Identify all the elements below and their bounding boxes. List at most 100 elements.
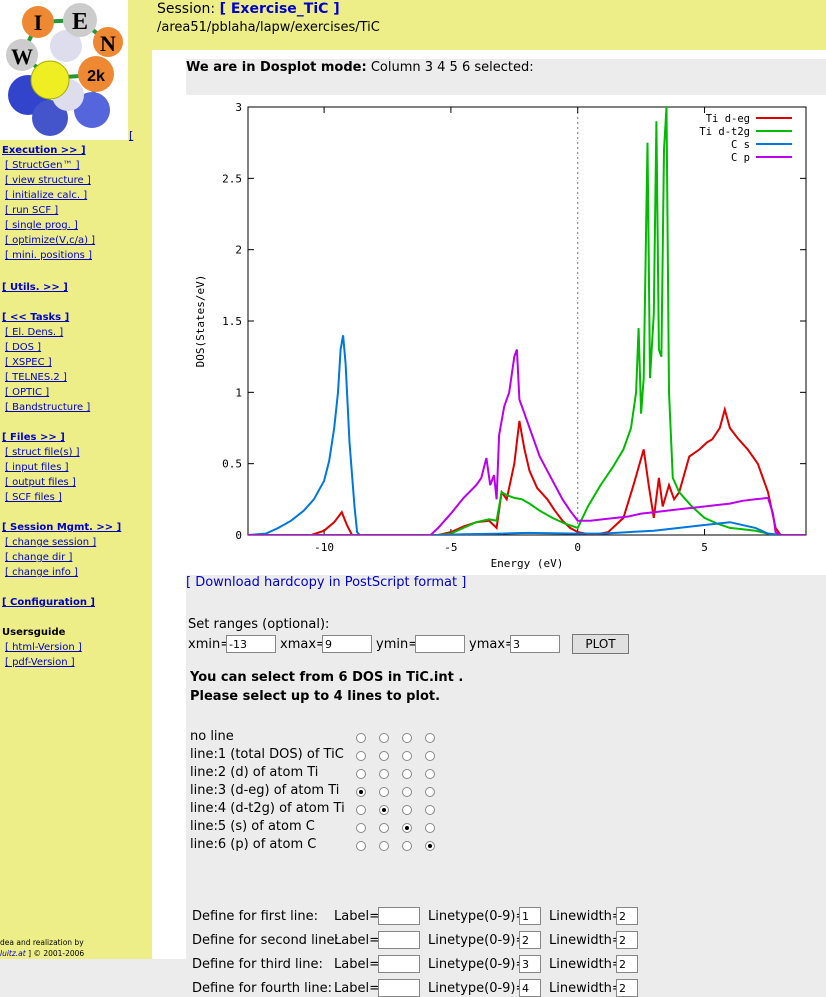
line-radio-col2[interactable] [379,751,389,761]
svg-text:N: N [100,31,116,56]
wien2k-logo[interactable]: I E W N 2k [0,0,128,140]
menu-optimize[interactable]: [ optimize(V,c/a) ] [5,235,96,246]
define-linetype-input[interactable] [519,931,541,949]
y-tick-label: 1.5 [222,315,242,328]
menu-input-files[interactable]: [ input files ] [5,462,69,473]
menu-single-prog[interactable]: [ single prog. ] [5,220,78,231]
define-label-input[interactable] [378,931,420,949]
execution-menu-header[interactable]: Execution >> ] [2,145,86,156]
utils-menu-header[interactable]: [ Utils. >> ] [2,282,68,293]
x-axis-label: Energy (eV) [491,557,564,570]
menu-dos[interactable]: [ DOS ] [5,342,42,353]
line-radio-col2[interactable] [379,805,389,815]
menu-bandstructure[interactable]: [ Bandstructure ] [5,402,91,413]
ymin-input[interactable] [415,635,465,653]
menu-initialize-calc[interactable]: [ initialize calc. ] [5,190,88,201]
line-radio-col2[interactable] [379,823,389,833]
define-linetype-input[interactable] [519,907,541,925]
xmax-input[interactable] [322,635,372,653]
line-radio-col2[interactable] [379,841,389,851]
define-linewidth-input[interactable] [616,955,638,973]
session-header: Session: [ Exercise_TiC ] /area51/pblaha… [152,0,826,50]
line-radio-col4[interactable] [425,823,435,833]
line-radio-col1[interactable] [356,751,366,761]
line-radio-col1[interactable] [356,841,366,851]
define-linetype-text: Linetype(0-9)= [428,933,527,948]
define-title: Define for fourth line: [192,981,332,996]
line-radio-col1[interactable] [356,823,366,833]
line-radio-col4[interactable] [425,751,435,761]
define-label-text: Label= [334,957,380,972]
files-menu-header[interactable]: [ Files >> ] [2,432,65,443]
session-menu-header[interactable]: [ Session Mgmt. >> ] [2,522,122,533]
line-radio-col4[interactable] [425,841,435,851]
menu-telnes[interactable]: [ TELNES.2 ] [5,372,67,383]
footer-link[interactable]: luitz.at [0,949,26,958]
line-radio-col3[interactable] [402,787,412,797]
menu-el-dens[interactable]: [ El. Dens. ] [5,327,64,338]
menu-xspec[interactable]: [ XSPEC ] [5,357,52,368]
menu-html-version[interactable]: [ html-Version ] [5,642,82,653]
mode-text: We are in Dosplot mode: Column 3 4 5 6 s… [186,60,534,75]
line-radio-col2[interactable] [379,769,389,779]
define-label-input[interactable] [378,955,420,973]
menu-output-files[interactable]: [ output files ] [5,477,76,488]
define-linetype-input[interactable] [519,955,541,973]
define-linetype-input[interactable] [519,979,541,997]
line-radio-col3[interactable] [402,769,412,779]
ymax-input[interactable] [510,635,560,653]
line-radio-col4[interactable] [425,733,435,743]
ranges-title: Set ranges (optional): [188,617,330,632]
menu-change-session[interactable]: [ change session ] [5,537,97,548]
define-linetype-text: Linetype(0-9)= [428,981,527,996]
line-radio-col4[interactable] [425,769,435,779]
define-linewidth-input[interactable] [616,931,638,949]
y-tick-label: 3 [235,101,242,114]
tasks-menu-header[interactable]: [ << Tasks ] [2,312,70,323]
download-postscript-link[interactable]: [ Download hardcopy in PostScript format… [186,575,467,590]
line-radio-col4[interactable] [425,805,435,815]
menu-change-dir[interactable]: [ change dir ] [5,552,73,563]
plot-button[interactable]: PLOT [572,634,629,654]
define-linewidth-input[interactable] [616,907,638,925]
define-label-input[interactable] [378,979,420,997]
working-path: /area51/pblaha/lapw/exercises/TiC [157,20,380,35]
line-radio-col3[interactable] [402,751,412,761]
line-radio-col1[interactable] [356,805,366,815]
line-radio-col4[interactable] [425,787,435,797]
session-label: Session: [157,1,216,17]
line-radio-col2[interactable] [379,733,389,743]
menu-change-info[interactable]: [ change info ] [5,567,78,578]
line-option-label: line:6 (p) of atom C [190,837,317,852]
menu-optic[interactable]: [ OPTIC ] [5,387,50,398]
session-menu: [ Session Mgmt. >> ] [ change session ] … [2,520,121,580]
logo-link[interactable]: [ [129,129,134,142]
line-radio-col1[interactable] [356,733,366,743]
line-radio-col1[interactable] [356,787,366,797]
menu-struct-files[interactable]: [ struct file(s) ] [5,447,80,458]
define-label-input[interactable] [378,907,420,925]
usersguide-menu: Usersguide [ html-Version ] [ pdf-Versio… [2,625,82,670]
line-radio-col1[interactable] [356,769,366,779]
line-radio-col3[interactable] [402,733,412,743]
menu-run-scf[interactable]: [ run SCF ] [5,205,59,216]
x-tick-label: 5 [701,541,708,554]
menu-structgen[interactable]: [ StructGen™ ] [5,160,80,171]
define-linetype-text: Linetype(0-9)= [428,957,527,972]
configuration-link[interactable]: [ Configuration ] [2,597,95,608]
menu-mini-positions[interactable]: [ mini. positions ] [5,250,92,261]
main-content: We are in Dosplot mode: Column 3 4 5 6 s… [152,50,826,997]
usersguide-heading: Usersguide [2,627,66,638]
configuration-menu: [ Configuration ] [2,595,95,610]
menu-pdf-version[interactable]: [ pdf-Version ] [5,657,75,668]
dos-chart-svg: 0 0.5 1 1.5 2 2.5 3 -10 -5 0 5 Energy (eV) DOS(State… [194,101,807,570]
line-radio-col3[interactable] [402,805,412,815]
session-link[interactable]: [ Exercise_TiC ] [219,1,340,17]
line-radio-col2[interactable] [379,787,389,797]
define-linewidth-input[interactable] [616,979,638,997]
menu-scf-files[interactable]: [ SCF files ] [5,492,62,503]
xmin-input[interactable] [226,635,276,653]
line-radio-col3[interactable] [402,841,412,851]
menu-view-structure[interactable]: [ view structure ] [5,175,91,186]
line-radio-col3[interactable] [402,823,412,833]
